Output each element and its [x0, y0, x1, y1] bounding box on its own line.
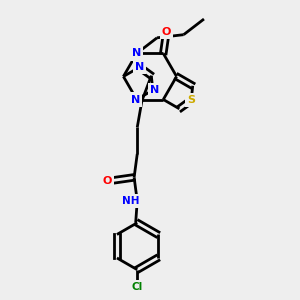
Text: N: N [132, 48, 141, 59]
Text: N: N [135, 62, 144, 72]
Text: O: O [103, 176, 112, 185]
Text: N: N [130, 94, 140, 104]
Text: O: O [162, 26, 171, 37]
Text: S: S [187, 95, 195, 105]
Text: NH: NH [122, 196, 140, 206]
Text: N: N [150, 85, 159, 95]
Text: Cl: Cl [132, 282, 143, 292]
